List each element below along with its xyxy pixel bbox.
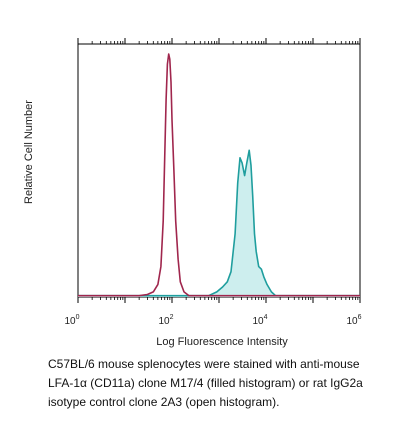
- x-tick-label: 100: [64, 314, 79, 327]
- open-histogram-line: [78, 53, 360, 297]
- plot-frame: [77, 43, 361, 298]
- x-tick-label: 106: [346, 314, 361, 327]
- caption-line-2: LFA-1α (CD11a) clone M17/4 (filled histo…: [48, 376, 363, 390]
- x-axis-label: Log Fluorescence Intensity: [156, 336, 288, 348]
- caption-line-1: C57BL/6 mouse splenocytes were stained w…: [48, 357, 360, 371]
- x-tick-label: 104: [252, 314, 267, 327]
- figure-caption: C57BL/6 mouse splenocytes were stained w…: [48, 355, 393, 412]
- filled-histogram-line: [78, 149, 360, 297]
- y-axis-label: Relative Cell Number: [23, 100, 35, 204]
- filled-histogram-area: [78, 150, 360, 297]
- caption-line-3: isotype control clone 2A3 (open histogra…: [48, 395, 280, 409]
- x-tick-label: 102: [158, 314, 173, 327]
